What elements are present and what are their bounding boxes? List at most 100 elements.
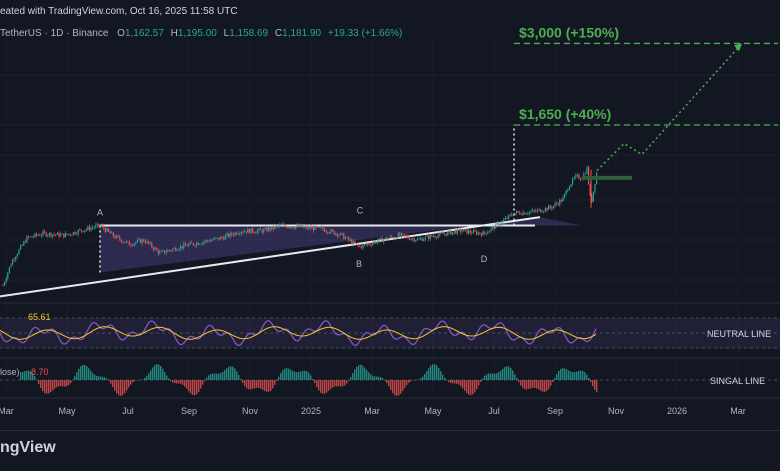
candle-body[interactable] bbox=[545, 208, 546, 211]
candle-body[interactable] bbox=[151, 243, 152, 247]
candle-body[interactable] bbox=[313, 227, 314, 230]
candle-body[interactable] bbox=[9, 267, 10, 273]
candle-body[interactable] bbox=[375, 241, 376, 243]
candle-body[interactable] bbox=[178, 249, 179, 250]
candle-body[interactable] bbox=[439, 232, 440, 234]
candle-body[interactable] bbox=[466, 229, 467, 233]
candle-body[interactable] bbox=[343, 234, 344, 239]
candle-body[interactable] bbox=[188, 244, 189, 246]
candle-body[interactable] bbox=[127, 241, 128, 242]
candle-body[interactable] bbox=[124, 242, 125, 243]
candle-body[interactable] bbox=[455, 231, 456, 234]
candle-body[interactable] bbox=[230, 233, 231, 237]
candle-body[interactable] bbox=[100, 226, 101, 227]
candle-body[interactable] bbox=[540, 209, 541, 212]
candle-body[interactable] bbox=[25, 242, 26, 243]
candle-body[interactable] bbox=[410, 239, 411, 240]
candle-body[interactable] bbox=[500, 224, 501, 226]
candle-body[interactable] bbox=[260, 229, 261, 230]
candle-body[interactable] bbox=[113, 232, 114, 236]
candle-body[interactable] bbox=[310, 227, 311, 229]
candle-body[interactable] bbox=[322, 227, 323, 229]
candle-body[interactable] bbox=[54, 235, 55, 236]
candle-body[interactable] bbox=[396, 238, 397, 239]
candle-body[interactable] bbox=[76, 234, 77, 235]
candle-body[interactable] bbox=[279, 225, 280, 226]
candle-body[interactable] bbox=[369, 244, 370, 245]
candle-body[interactable] bbox=[73, 232, 74, 235]
candle-body[interactable] bbox=[119, 237, 120, 240]
candle-body[interactable] bbox=[359, 246, 360, 247]
candle-body[interactable] bbox=[442, 233, 443, 234]
candle-body[interactable] bbox=[551, 208, 552, 209]
candle-body[interactable] bbox=[534, 210, 535, 211]
candle-body[interactable] bbox=[89, 227, 90, 230]
candle-body[interactable] bbox=[471, 233, 472, 234]
candle-body[interactable] bbox=[132, 245, 133, 246]
candle-body[interactable] bbox=[218, 238, 219, 240]
candle-body[interactable] bbox=[423, 239, 424, 241]
candle-body[interactable] bbox=[414, 238, 415, 241]
candle-body[interactable] bbox=[154, 248, 155, 250]
candle-body[interactable] bbox=[169, 250, 170, 251]
candle-body[interactable] bbox=[142, 239, 143, 242]
candle-body[interactable] bbox=[514, 213, 515, 215]
candle-body[interactable] bbox=[487, 232, 488, 234]
candle-body[interactable] bbox=[4, 282, 5, 285]
candle-body[interactable] bbox=[254, 232, 255, 233]
candle-body[interactable] bbox=[294, 228, 295, 229]
candle-body[interactable] bbox=[140, 239, 141, 243]
candle-body[interactable] bbox=[233, 235, 234, 236]
candle-body[interactable] bbox=[580, 179, 581, 180]
candle-body[interactable] bbox=[484, 231, 485, 233]
candle-body[interactable] bbox=[346, 237, 347, 238]
candle-body[interactable] bbox=[326, 231, 327, 232]
candle-body[interactable] bbox=[490, 228, 491, 231]
candle-body[interactable] bbox=[228, 234, 229, 237]
candle-body[interactable] bbox=[404, 234, 405, 236]
candle-body[interactable] bbox=[535, 211, 536, 212]
candle-body[interactable] bbox=[94, 227, 95, 228]
candle-body[interactable] bbox=[553, 206, 554, 208]
candle-body[interactable] bbox=[367, 244, 368, 245]
candle-body[interactable] bbox=[86, 229, 87, 230]
candle-body[interactable] bbox=[71, 235, 72, 236]
candle-body[interactable] bbox=[452, 232, 453, 234]
candle-body[interactable] bbox=[532, 210, 533, 211]
candle-body[interactable] bbox=[362, 245, 363, 248]
candle-body[interactable] bbox=[434, 236, 435, 237]
candle-body[interactable] bbox=[161, 251, 162, 252]
candle-body[interactable] bbox=[402, 234, 403, 235]
candle-body[interactable] bbox=[222, 237, 223, 238]
candle-body[interactable] bbox=[489, 231, 490, 232]
candle-body[interactable] bbox=[247, 229, 248, 233]
candle-body[interactable] bbox=[308, 227, 309, 229]
candle-body[interactable] bbox=[156, 248, 157, 250]
candle-body[interactable] bbox=[17, 254, 18, 257]
candle-body[interactable] bbox=[239, 234, 240, 235]
candle-body[interactable] bbox=[302, 225, 303, 227]
candle-body[interactable] bbox=[426, 236, 427, 237]
candle-body[interactable] bbox=[137, 240, 138, 242]
candle-body[interactable] bbox=[145, 241, 146, 243]
candle-body[interactable] bbox=[236, 233, 237, 235]
candle-body[interactable] bbox=[194, 245, 195, 246]
candle-body[interactable] bbox=[575, 175, 576, 178]
candle-body[interactable] bbox=[14, 260, 15, 261]
candle-body[interactable] bbox=[38, 235, 39, 236]
candle-body[interactable] bbox=[98, 224, 99, 226]
candle-body[interactable] bbox=[383, 239, 384, 242]
candle-body[interactable] bbox=[542, 212, 543, 213]
candle-body[interactable] bbox=[274, 226, 275, 229]
candle-body[interactable] bbox=[527, 214, 528, 215]
candle-body[interactable] bbox=[250, 228, 251, 233]
candle-body[interactable] bbox=[47, 235, 48, 236]
candle-body[interactable] bbox=[388, 238, 389, 239]
candle-body[interactable] bbox=[182, 246, 183, 248]
candle-body[interactable] bbox=[462, 231, 463, 232]
candle-body[interactable] bbox=[554, 203, 555, 206]
candle-body[interactable] bbox=[465, 229, 466, 230]
candle-body[interactable] bbox=[50, 233, 51, 237]
candle-body[interactable] bbox=[57, 233, 58, 235]
candle-body[interactable] bbox=[42, 231, 43, 235]
